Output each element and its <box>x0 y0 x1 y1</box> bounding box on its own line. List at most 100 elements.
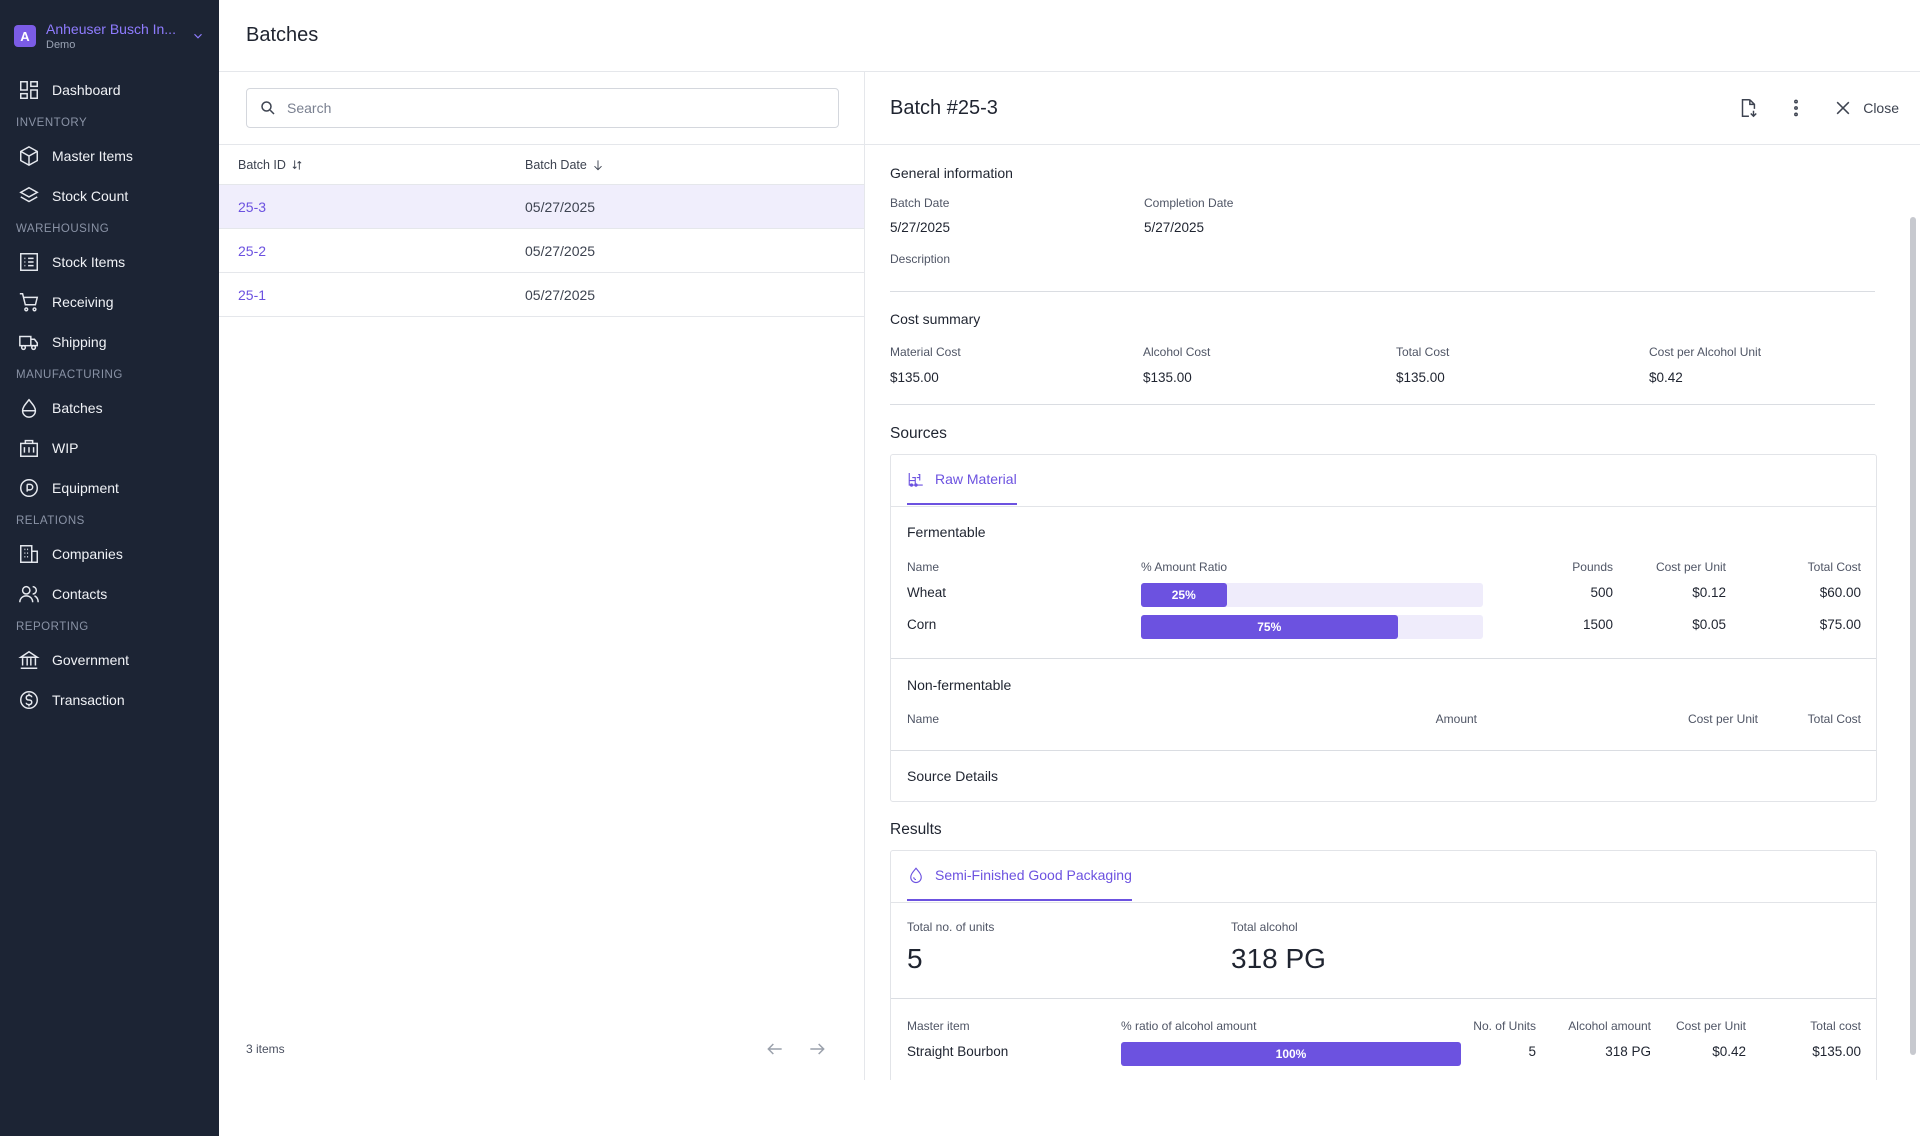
total-alcohol-label: Total alcohol <box>1231 920 1298 934</box>
column-header: Pounds <box>1572 560 1613 574</box>
nav-item-master-items[interactable]: Master Items <box>0 136 219 176</box>
results-title: Results <box>890 821 942 838</box>
nav-item-receiving[interactable]: Receiving <box>0 282 219 322</box>
nav-item-batches[interactable]: Batches <box>0 388 219 428</box>
nav-section-inventory: INVENTORY <box>16 117 88 129</box>
cost-per-alcohol-unit-label: Cost per Alcohol Unit <box>1649 345 1762 359</box>
close-label: Close <box>1863 100 1899 116</box>
nav-item-contacts[interactable]: Contacts <box>0 574 219 614</box>
ratio-bar-label: 100% <box>1275 1047 1307 1061</box>
tab-label: Raw Material <box>935 471 1017 487</box>
column-header: Total Cost <box>1807 712 1861 726</box>
nonfermentable-title: Non-fermentable <box>907 677 1012 693</box>
chevron-down-icon <box>194 33 202 39</box>
table-row[interactable]: 25-2 05/27/2025 <box>219 229 864 273</box>
nav-item-stock-count[interactable]: Stock Count <box>0 176 219 216</box>
table-row[interactable]: 25-1 05/27/2025 <box>219 273 864 317</box>
arrow-left-icon[interactable] <box>765 1039 785 1059</box>
nav-item-wip[interactable]: WIP <box>0 428 219 468</box>
users-icon <box>19 585 39 603</box>
close-button[interactable]: Close <box>1833 98 1899 118</box>
source-details-title[interactable]: Source Details <box>907 768 999 784</box>
tank-icon <box>20 479 38 497</box>
total-units-value: 5 <box>907 943 923 974</box>
cost-summary-title: Cost summary <box>890 311 981 327</box>
nav-item-transaction[interactable]: Transaction <box>0 680 219 720</box>
search-input[interactable] <box>287 100 826 116</box>
more-vertical-icon[interactable] <box>1785 97 1807 119</box>
divider <box>891 998 1876 999</box>
tab-raw-material[interactable]: Raw Material <box>907 455 1017 505</box>
nav-label: Dashboard <box>52 82 121 98</box>
cost-per-unit-value: $0.05 <box>1692 617 1726 632</box>
sort-batch-id[interactable]: Batch ID <box>219 158 525 172</box>
cost-per-unit-value: $0.42 <box>1712 1044 1746 1059</box>
cost-per-alcohol-unit-value: $0.42 <box>1649 370 1683 385</box>
nav-label: Transaction <box>52 692 125 708</box>
ingredient-name: Wheat <box>907 585 947 600</box>
table-row[interactable]: 25-3 05/27/2025 <box>219 185 864 229</box>
total-cost-label: Total Cost <box>1396 345 1450 359</box>
total-cost-value: $75.00 <box>1819 617 1861 632</box>
column-header: Amount <box>1435 712 1477 726</box>
total-cost-value: $135.00 <box>1812 1044 1861 1059</box>
org-avatar: A <box>14 25 36 47</box>
page-header: Batches <box>219 0 1920 72</box>
sort-icon <box>292 159 302 170</box>
nav-item-shipping[interactable]: Shipping <box>0 322 219 362</box>
nav-label: Master Items <box>52 148 133 164</box>
column-header: Batch Date <box>525 157 587 172</box>
sources-title: Sources <box>890 425 947 442</box>
batch-date-label: Batch Date <box>890 196 950 210</box>
ratio-bar-label: 25% <box>1171 588 1196 602</box>
layers-icon <box>19 186 39 203</box>
column-header: Cost per Unit <box>1687 712 1758 726</box>
briefcase-icon <box>20 439 38 457</box>
arrow-right-icon[interactable] <box>807 1039 827 1059</box>
batch-date: 05/27/2025 <box>525 242 596 259</box>
batch-id-link[interactable]: 25-2 <box>238 242 267 259</box>
nav-item-companies[interactable]: Companies <box>0 534 219 574</box>
detail-title: Batch #25-3 <box>890 96 998 119</box>
scrollbar[interactable] <box>1910 217 1916 1055</box>
batch-date: 05/27/2025 <box>525 198 596 215</box>
list-footer: 3 items <box>219 1018 864 1080</box>
batch-id-link[interactable]: 25-3 <box>238 198 267 215</box>
alcohol-cost-value: $135.00 <box>1143 370 1192 385</box>
nav-item-dashboard[interactable]: Dashboard <box>0 70 219 110</box>
divider <box>890 291 1875 292</box>
forklift-icon <box>908 473 923 487</box>
ratio-bar: 25% <box>1141 583 1483 607</box>
item-count: 3 items <box>246 1042 285 1056</box>
batch-list-pane: Batch ID Batch Date 25-3 05/27/2025 25-2… <box>219 72 865 1080</box>
org-switcher[interactable]: A Anheuser Busch In... Demo <box>0 0 219 70</box>
column-header: Cost per Unit <box>1655 560 1726 574</box>
batch-id-link[interactable]: 25-1 <box>238 286 267 303</box>
ingredient-name: Corn <box>907 617 937 632</box>
results-card: Semi-Finished Good Packaging Total no. o… <box>890 850 1877 1080</box>
drop-icon <box>21 398 37 418</box>
nav-label: WIP <box>52 440 79 456</box>
nav-section-reporting: REPORTING <box>16 621 89 633</box>
bank-icon <box>18 650 40 669</box>
master-item-name: Straight Bourbon <box>907 1044 1009 1059</box>
divider <box>891 750 1876 751</box>
nav-item-stock-items[interactable]: Stock Items <box>0 242 219 282</box>
org-name: Anheuser Busch In... <box>46 21 176 37</box>
tab-semi-finished-good-packaging[interactable]: Semi-Finished Good Packaging <box>907 851 1132 901</box>
nav-label: Stock Items <box>52 254 126 270</box>
total-alcohol-value: 318 PG <box>1231 943 1326 974</box>
total-units-label: Total no. of units <box>907 920 995 934</box>
sidebar: A Anheuser Busch In... Demo Dashboard IN… <box>0 0 219 1136</box>
nav-item-government[interactable]: Government <box>0 640 219 680</box>
description-label: Description <box>890 252 951 266</box>
nav-label: Shipping <box>52 334 107 350</box>
drop-icon <box>910 867 922 883</box>
list-icon <box>20 253 38 271</box>
column-header: Total Cost <box>1807 560 1861 574</box>
sort-batch-date[interactable]: Batch Date <box>525 158 864 172</box>
close-icon <box>1836 101 1850 115</box>
file-download-icon[interactable] <box>1737 97 1759 119</box>
nav-label: Contacts <box>52 586 108 602</box>
nav-item-equipment[interactable]: Equipment <box>0 468 219 508</box>
